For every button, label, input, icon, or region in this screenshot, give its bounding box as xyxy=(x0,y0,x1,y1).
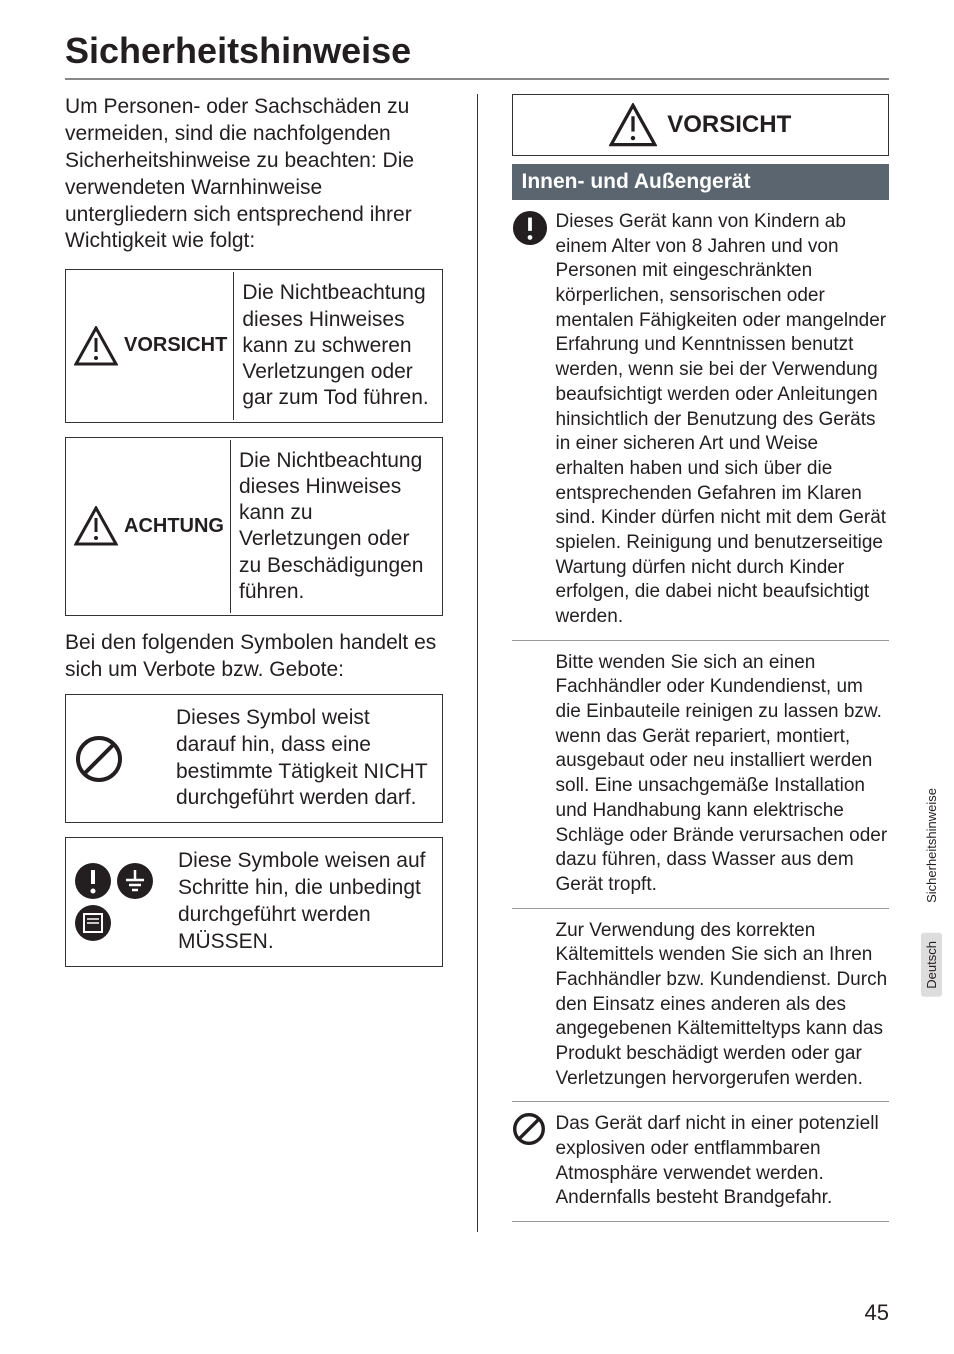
prohibit-symbol-table: Dieses Symbol weist darauf hin, dass ein… xyxy=(65,694,443,824)
side-tab-section: Sicherheitshinweise xyxy=(921,780,942,911)
warning-triangle-icon xyxy=(609,103,657,147)
mandatory-symbol-table: Diese Symbole weisen auf Schritte hin, d… xyxy=(65,837,443,967)
side-tabs: Sicherheitshinweise Deutsch xyxy=(921,780,942,997)
safety-item: Bitte wenden Sie sich an einen Fachhändl… xyxy=(512,651,890,909)
left-column: Um Personen- oder Sachschäden zu vermeid… xyxy=(65,94,443,1232)
column-divider xyxy=(477,94,478,1232)
ground-icon xyxy=(116,862,154,900)
safety-item: Dieses Gerät kann von Kindern ab einem A… xyxy=(512,210,890,641)
safety-text: Bitte wenden Sie sich an einen Fachhändl… xyxy=(556,651,890,898)
achtung-desc: Die Nichtbeachtung dieses Hinweises kann… xyxy=(233,440,440,614)
intro-text: Um Personen- oder Sachschäden zu vermeid… xyxy=(65,94,443,255)
symbol-intro: Bei den folgenden Symbolen handelt es si… xyxy=(65,630,443,684)
page-number: 45 xyxy=(865,1300,889,1326)
achtung-label: ACHTUNG xyxy=(124,515,224,538)
vorsicht-header-label: VORSICHT xyxy=(667,111,791,139)
vorsicht-label: VORSICHT xyxy=(124,334,227,357)
mandatory-exclaim-icon xyxy=(74,862,112,900)
vorsicht-table: VORSICHT Die Nichtbeachtung dieses Hinwe… xyxy=(65,269,443,422)
manual-icon xyxy=(74,904,112,942)
safety-text: Zur Verwendung des korrekten Kältemittel… xyxy=(556,919,890,1092)
achtung-table: ACHTUNG Die Nichtbeachtung dieses Hinwei… xyxy=(65,437,443,617)
vorsicht-desc: Die Nichtbeachtung dieses Hinweises kann… xyxy=(236,272,439,419)
side-tab-language: Deutsch xyxy=(921,933,942,997)
prohibit-text: Dieses Symbol weist darauf hin, dass ein… xyxy=(170,697,440,821)
safety-item: Zur Verwendung des korrekten Kältemittel… xyxy=(512,919,890,1103)
prohibit-icon xyxy=(74,734,124,784)
safety-item: Das Gerät darf nicht in einer potenziell… xyxy=(512,1112,890,1222)
prohibit-icon xyxy=(512,1112,546,1146)
warning-triangle-icon xyxy=(74,326,118,366)
page-title: Sicherheitshinweise xyxy=(65,30,889,80)
section-title: Innen- und Außengerät xyxy=(512,164,890,200)
warning-triangle-icon xyxy=(74,506,118,546)
mandatory-text: Diese Symbole weisen auf Schritte hin, d… xyxy=(172,840,440,964)
vorsicht-header-box: VORSICHT xyxy=(512,94,890,156)
right-column: VORSICHT Innen- und Außengerät Dieses Ge… xyxy=(512,94,890,1232)
safety-text: Dieses Gerät kann von Kindern ab einem A… xyxy=(556,210,890,630)
mandatory-exclaim-icon xyxy=(512,210,548,246)
safety-text: Das Gerät darf nicht in einer potenziell… xyxy=(556,1112,890,1211)
